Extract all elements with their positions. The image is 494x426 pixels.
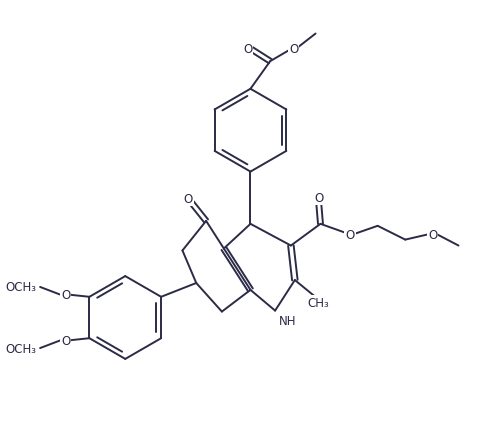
Text: O: O xyxy=(184,192,193,205)
Text: O: O xyxy=(345,229,355,242)
Text: O: O xyxy=(61,334,70,347)
Text: NH: NH xyxy=(279,314,296,327)
Text: O: O xyxy=(61,289,70,302)
Text: O: O xyxy=(428,229,438,242)
Text: OCH₃: OCH₃ xyxy=(5,281,36,294)
Text: OCH₃: OCH₃ xyxy=(5,342,36,355)
Text: O: O xyxy=(314,191,323,204)
Text: O: O xyxy=(243,43,252,56)
Text: O: O xyxy=(289,43,298,56)
Text: CH₃: CH₃ xyxy=(308,296,329,309)
